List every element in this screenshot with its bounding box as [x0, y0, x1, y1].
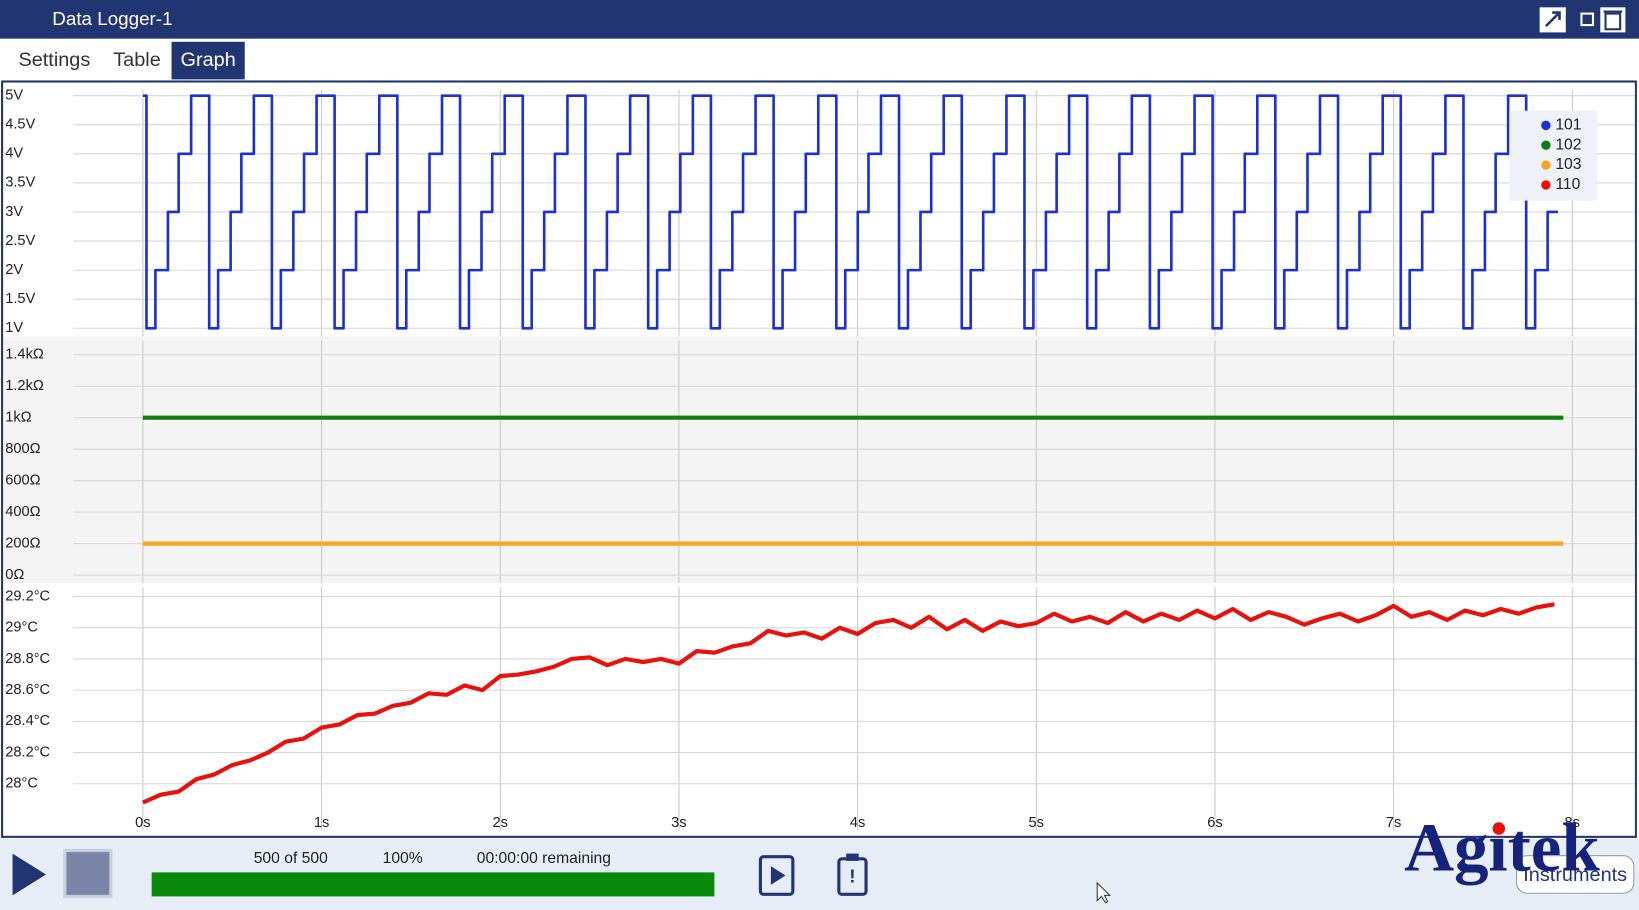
tab[interactable]: Graph [181, 49, 236, 71]
svg-text:!: ! [849, 866, 855, 887]
legend-marker [1541, 180, 1551, 190]
y-tick-label: 800Ω [5, 441, 40, 457]
x-tick-label: 5s [1029, 815, 1044, 831]
series-line [142, 94, 1558, 330]
panel-bg [4, 582, 1635, 835]
plots: 1V 1.5V 2V 2.5V 3V 3.5V 4V 4.5V 5V 101 102 103 110 0Ω… [4, 85, 1635, 835]
y-tick-label: 600Ω [5, 473, 40, 489]
active-tab-bg [171, 41, 245, 80]
x-tick-label: 4s [850, 815, 865, 831]
stop-button[interactable] [63, 848, 113, 898]
series-line [142, 602, 1555, 805]
y-tick-label: 28.4°C [5, 713, 50, 729]
x-tick-label: 0s [135, 815, 150, 831]
logo-dot [1492, 822, 1506, 835]
y-tick-label: 0Ω [5, 567, 24, 583]
sample-count: 500 of 500 [254, 850, 328, 867]
y-tick-label: 5V [5, 88, 23, 104]
logo-name: Agitek [1404, 809, 1600, 885]
tab[interactable]: Table [113, 49, 161, 71]
y-tick-label: 4V [5, 146, 23, 162]
minimize-button[interactable] [1580, 12, 1595, 27]
logo-tagline-box [1516, 855, 1635, 894]
y-tick-label: 29°C [5, 620, 38, 636]
x-tick-label: 3s [671, 815, 686, 831]
tab-bar: Settings Table Graph [18, 41, 245, 80]
x-tick-label: 7s [1386, 815, 1401, 831]
y-tick-label: 1.2kΩ [5, 378, 44, 394]
mouse-cursor [1096, 881, 1112, 904]
expand-button[interactable] [1539, 7, 1566, 33]
window-title: Data Logger-1 [52, 8, 172, 29]
progress-percent: 100% [383, 850, 423, 867]
legend-label: 102 [1555, 136, 1581, 153]
title-bar [0, 0, 1639, 39]
x-tick-label: 6s [1207, 815, 1222, 831]
y-tick-label: 1V [5, 320, 23, 336]
y-tick-label: 4.5V [5, 117, 35, 133]
legend-marker [1541, 140, 1551, 150]
y-tick-label: 28.2°C [5, 744, 50, 760]
y-tick-label: 29.2°C [5, 588, 50, 604]
y-tick-label: 1.5V [5, 291, 35, 307]
time-remaining: 00:00:00 remaining [477, 850, 611, 867]
x-tick-label: 2s [493, 815, 508, 831]
legend-marker [1541, 120, 1551, 131]
y-tick-label: 28°C [5, 776, 38, 792]
y-tick-label: 2.5V [5, 233, 35, 249]
clipboard-button[interactable]: ! [837, 853, 868, 896]
replay-button[interactable] [758, 855, 795, 896]
y-tick-label: 28.8°C [5, 651, 50, 667]
play-button[interactable] [12, 853, 47, 896]
graph-frame [1, 80, 1637, 838]
y-tick-label: 3V [5, 204, 23, 220]
y-tick-label: 1.4kΩ [5, 347, 44, 363]
legend-label: 101 [1555, 117, 1581, 134]
legend: 101 102 103 110 [1509, 110, 1598, 201]
legend-label: 110 [1555, 176, 1580, 193]
x-tick-label: 8s [1565, 815, 1580, 831]
logo-tagline: Instruments [1523, 864, 1627, 886]
legend-label: 103 [1555, 156, 1581, 173]
delete-button[interactable] [1600, 7, 1626, 33]
tab[interactable]: Settings [18, 49, 90, 71]
y-tick-label: 200Ω [5, 536, 40, 552]
panel-bg [4, 336, 1635, 588]
y-tick-label: 2V [5, 262, 23, 278]
y-tick-label: 3.5V [5, 175, 35, 191]
y-tick-label: 1kΩ [5, 410, 31, 426]
y-tick-label: 400Ω [5, 504, 40, 520]
x-tick-label: 1s [314, 815, 329, 831]
legend-box [1509, 110, 1598, 201]
legend-marker [1541, 160, 1551, 170]
progress-bar [151, 872, 715, 897]
y-tick-label: 28.6°C [5, 682, 50, 698]
